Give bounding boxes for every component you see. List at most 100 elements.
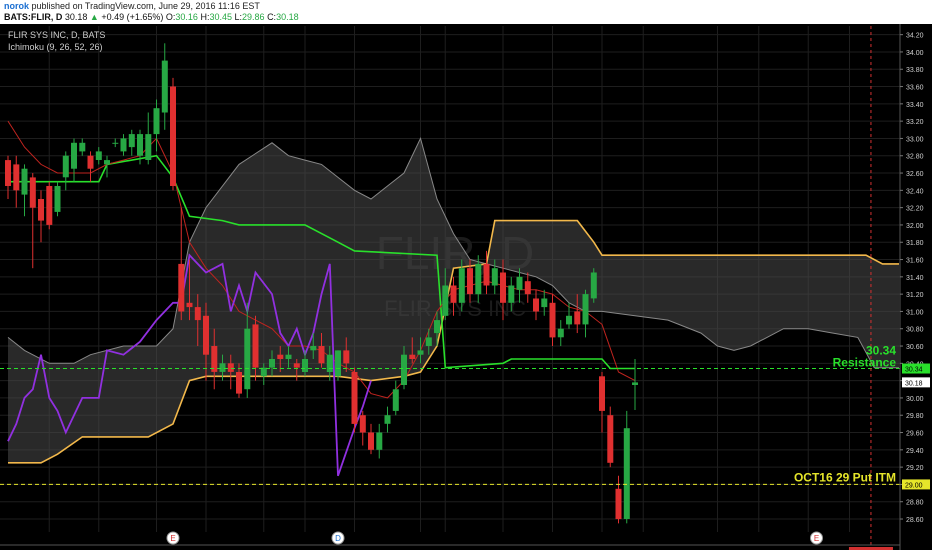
price-tick-label: 33.40 [906,102,924,109]
price-tick-label: 33.80 [906,67,924,74]
candle-body [227,363,234,372]
candle-body [310,346,317,351]
candle-body [458,268,465,303]
resistance-price-tag: 30.34 [905,367,923,374]
candle-body [318,346,325,364]
candle-body [607,415,614,463]
candles [5,43,638,524]
candle-body [524,281,531,295]
price-tick-label: 31.60 [906,258,924,265]
open-value: 30.16 [175,12,198,22]
price-tick-label: 30.00 [906,396,924,403]
last-price-tag-bg [902,377,930,388]
price-tick-label: 30.80 [906,327,924,334]
candle-body [178,263,185,312]
candle-body [599,376,605,411]
put-price-tag-bg [902,479,930,490]
candle-body [54,186,61,212]
candle-body [582,294,589,325]
author-name[interactable]: norok [4,1,30,11]
candle-body [442,285,449,316]
candle-body [359,415,366,433]
candle-body [574,311,581,325]
event-marker [810,531,823,545]
candle-body [434,320,440,334]
candle-body [351,372,358,424]
candle-body [401,354,407,385]
low-label: L: [234,12,243,22]
candle-body [194,307,201,321]
candle-body [368,432,374,450]
candle-body [161,60,168,113]
resistance-value-label: 30.34 [866,344,896,358]
candle-body [293,363,300,368]
candle-body [13,164,20,191]
high-label: H: [200,12,210,22]
price-tick-label: 31.40 [906,275,924,282]
candle-body [615,488,622,520]
candle-body [516,276,523,290]
candle-body [128,134,135,148]
candle-body [483,263,490,286]
leading-span-b [7,136,899,369]
candle-body [95,151,102,160]
candle-body [71,142,77,169]
price-tick-label: 32.20 [906,206,924,213]
price-tick-label: 33.00 [906,136,924,143]
candle-body [186,302,193,308]
price-tick-label: 31.80 [906,240,924,247]
candle-body [137,134,143,156]
price-tick-label: 32.00 [906,223,924,230]
candle-body [269,359,275,368]
candle-body [38,199,44,221]
low-value: 29.86 [242,12,265,22]
candle-body [475,263,482,295]
candle-body [236,372,242,394]
price-tick-label: 32.60 [906,171,924,178]
candle-body [211,346,218,372]
candle-body [203,315,209,355]
up-arrow-icon: ▲ [89,12,99,22]
price-tick-label: 33.60 [906,85,924,92]
price-tick-label: 29.20 [906,465,924,472]
resistance-text-label: Resistance [833,356,897,370]
price-change: +0.49 (+1.65%) [101,12,164,22]
candle-body [500,272,506,303]
price-tick-label: 28.80 [906,500,924,507]
candle-body [252,324,259,368]
price-tick-label: 32.40 [906,188,924,195]
candle-body [384,415,391,424]
price-tick-label: 34.00 [906,50,924,57]
price-axis-background [900,24,932,550]
last-price-tag: 30.18 [905,380,923,387]
event-marker [166,531,180,545]
close-value: 30.18 [276,12,299,22]
close-label: C: [267,12,277,22]
crosshair-date-bg [848,547,893,550]
candle-body [87,155,94,169]
price-tick-label: 33.20 [906,119,924,126]
candle-body [508,285,515,303]
ichimoku-cloud [8,138,899,463]
candle-body [541,298,548,308]
candle-body [46,186,53,225]
candle-body [112,142,119,144]
candle-body [566,315,572,325]
candle-body [219,363,226,372]
candle-body [120,138,127,152]
price-chart[interactable]: FLIR, D FLIR SYS INC 30.34 Resistance OC… [0,24,932,550]
candle-body [450,285,457,303]
price-tick-label: 29.60 [906,431,924,438]
price-tick-label: 31.20 [906,292,924,299]
put-text-label: OCT16 29 Put ITM [794,470,896,484]
published-text: published on TradingView.com, June 29, 2… [31,1,260,11]
price-tick-label: 28.60 [906,517,924,524]
price-tick-label: 29.80 [906,413,924,420]
price-axis[interactable]: 34.20 34.00 33.80 33.60 33.40 33.20 33.00 32.80… [899,24,932,550]
lagging-span [7,253,372,477]
leading-span-a [8,219,899,464]
candle-body [343,350,350,364]
candle-body [623,428,630,519]
legend-indicator: Ichimoku (9, 26, 52, 26) [8,42,103,52]
